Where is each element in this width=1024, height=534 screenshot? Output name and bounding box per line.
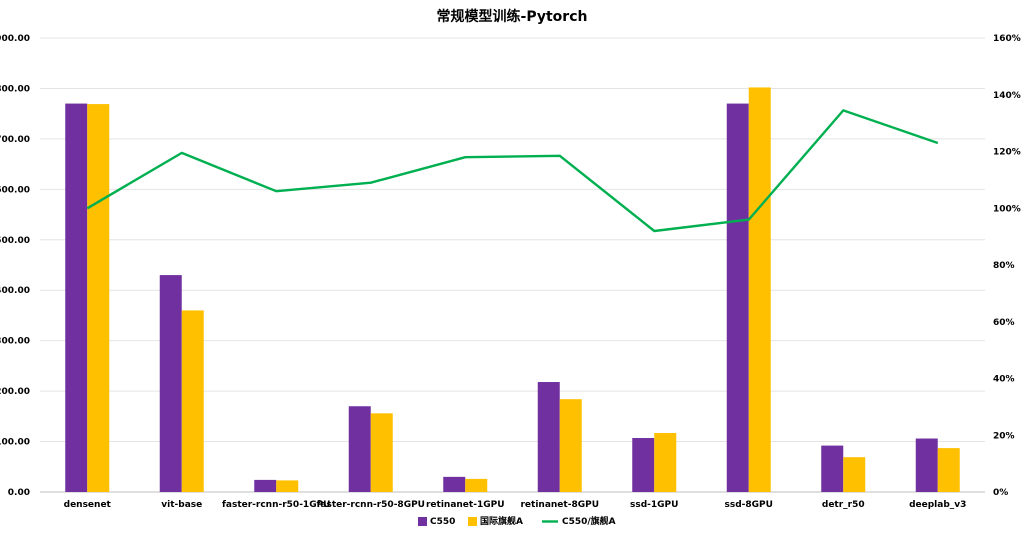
y-tick-label: 800.00 (0, 84, 30, 94)
ratio-line-path (86, 109, 939, 233)
category-label: faster-rcnn-r50-1GPU (222, 500, 331, 510)
y-tick-label: 900.00 (0, 34, 30, 44)
bar-c550 (65, 103, 88, 493)
legend-swatch (468, 517, 477, 526)
chart-title: 常规模型训练-Pytorch (437, 8, 588, 25)
legend-item: C550/旗舰A (542, 515, 616, 527)
y-axis-right: 0% 20% 40% 60% 80% 100% 120% 140% 160% (993, 34, 1021, 498)
category-label: retinanet-8GPU (520, 500, 599, 510)
bar-c550 (537, 382, 560, 492)
y-tick-label: 500.00 (0, 236, 30, 246)
bar-c550 (821, 445, 844, 492)
legend-label: 国际旗舰A (480, 515, 523, 527)
bar-flagship-a (843, 457, 866, 492)
bar-flagship-a (937, 448, 960, 492)
y-tick-label: 100.00 (0, 438, 30, 448)
y-tick-label: 600.00 (0, 185, 30, 195)
y-tick-label: 0.00 (8, 488, 30, 498)
y2-tick-label: 40% (993, 375, 1015, 385)
category-label: ssd-8GPU (725, 500, 773, 510)
y2-tick-label: 60% (993, 318, 1015, 328)
y-tick-label: 700.00 (0, 135, 30, 145)
legend-swatch (418, 517, 427, 526)
legend-label: C550/旗舰A (562, 515, 616, 527)
bar-flagship-a (181, 310, 204, 492)
category-label: densenet (64, 500, 112, 510)
category-label: retinanet-1GPU (426, 500, 505, 510)
y-tick-label: 200.00 (0, 387, 30, 397)
legend-label: C550 (430, 517, 455, 527)
bar-flagship-a (87, 104, 110, 493)
category-label: detr_r50 (822, 500, 865, 510)
category-label: vit-base (161, 500, 202, 510)
bar-c550 (632, 438, 655, 492)
bar-flagship-a (748, 87, 771, 493)
bar-c550 (726, 103, 749, 493)
y2-tick-label: 120% (993, 148, 1021, 158)
bars (65, 87, 960, 493)
y-axis-left: 0.00 100.00 200.00 300.00 400.00 500.00 600.00… (0, 34, 30, 498)
bar-flagship-a (370, 413, 393, 492)
legend-item: 国际旗舰A (468, 515, 523, 527)
y-tick-label: 300.00 (0, 337, 30, 347)
bar-flagship-a (276, 480, 299, 492)
bar-c550 (254, 479, 277, 492)
y2-tick-label: 20% (993, 431, 1015, 441)
bar-c550 (915, 438, 938, 492)
y2-tick-label: 0% (993, 488, 1008, 498)
legend: C550 国际旗舰A C550/旗舰A (418, 515, 616, 527)
bar-flagship-a (654, 432, 677, 492)
bar-flagship-a (559, 399, 582, 492)
y2-tick-label: 100% (993, 204, 1021, 214)
ratio-line (86, 109, 939, 233)
bar-flagship-a (465, 478, 488, 492)
legend-item: C550 (418, 517, 455, 527)
y2-tick-label: 160% (993, 34, 1021, 44)
bar-c550 (159, 275, 182, 492)
bar-c550 (443, 476, 466, 492)
y2-tick-label: 140% (993, 91, 1021, 101)
category-label: faster-rcnn-r50-8GPU (316, 500, 425, 510)
bar-c550 (348, 406, 371, 492)
y2-tick-label: 80% (993, 261, 1015, 271)
category-label: ssd-1GPU (630, 500, 678, 510)
y-tick-label: 400.00 (0, 286, 30, 296)
category-label: deeplab_v3 (909, 500, 966, 510)
x-axis-categories: densenet vit-base faster-rcnn-r50-1GPUfast… (64, 500, 967, 510)
